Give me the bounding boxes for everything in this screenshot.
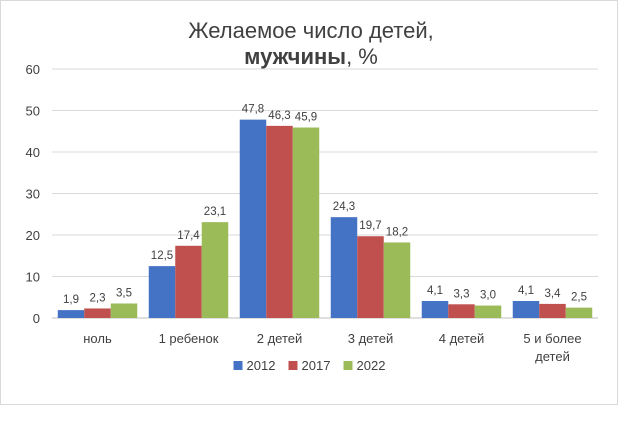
x-category-label: ноль [83, 331, 112, 346]
chart-title-line1: Желаемое число детей, [188, 18, 434, 43]
bar [565, 307, 593, 318]
data-label: 24,3 [333, 201, 355, 213]
data-label: 4,1 [518, 285, 534, 297]
bar [474, 305, 502, 318]
bar [84, 308, 111, 318]
data-labels: 1,9 2,3 3,5 12,5 17,4 23,1 47,8 46,3 45,9 24,3 19,… [63, 104, 587, 306]
y-tick-label: 20 [26, 228, 40, 243]
data-label: 23,1 [204, 206, 226, 218]
y-tick-label: 40 [26, 145, 40, 160]
legend-swatch [233, 361, 243, 370]
data-label: 3,4 [545, 288, 562, 300]
data-label: 3,3 [454, 288, 470, 300]
legend: 2012 2017 2022 [233, 358, 386, 373]
gridlines [52, 68, 598, 319]
y-tick-label: 0 [33, 311, 40, 326]
bar [175, 245, 202, 318]
x-category-label: 3 детей [348, 331, 394, 346]
x-category-label: детей [535, 349, 570, 364]
legend-label: 2017 [302, 358, 331, 373]
bar [239, 119, 267, 318]
bar [330, 217, 358, 318]
bar [383, 242, 411, 318]
x-category-label: 1 ребенок [159, 331, 219, 346]
data-label: 12,5 [151, 250, 173, 262]
bars [57, 119, 593, 318]
y-axis-ticks: 0 10 20 30 40 50 60 [26, 62, 40, 326]
data-label: 2,3 [90, 292, 106, 304]
bar [292, 127, 320, 318]
bar [201, 222, 229, 318]
y-tick-label: 50 [26, 104, 40, 119]
x-category-label: 2 детей [257, 331, 303, 346]
legend-label: 2012 [247, 358, 276, 373]
data-label: 1,9 [63, 294, 79, 306]
bar [512, 300, 540, 318]
data-label: 3,0 [480, 290, 496, 302]
data-label: 46,3 [268, 110, 290, 122]
data-label: 2,5 [571, 292, 587, 304]
x-category-label: 4 детей [439, 331, 485, 346]
legend-swatch [288, 361, 298, 370]
chart-title-rest: , % [346, 44, 378, 69]
data-label: 3,5 [116, 287, 132, 299]
bar [539, 303, 566, 318]
bar [110, 303, 138, 318]
bar [421, 300, 449, 318]
x-category-label: 5 и более [523, 331, 581, 346]
y-tick-label: 10 [26, 270, 40, 285]
x-axis-categories: ноль 1 ребенок 2 детей 3 детей 4 детей 5 и бо… [83, 331, 581, 364]
data-label: 45,9 [295, 112, 317, 124]
data-label: 17,4 [177, 230, 200, 242]
data-label: 18,2 [386, 226, 408, 238]
y-tick-label: 30 [26, 187, 40, 202]
chart-title-bold: мужчины [244, 44, 346, 69]
y-tick-label: 60 [26, 62, 40, 77]
bar [448, 304, 475, 318]
bar [266, 125, 293, 318]
bar [148, 266, 176, 318]
data-label: 4,1 [427, 285, 443, 297]
legend-swatch [343, 361, 353, 370]
data-label: 47,8 [242, 104, 264, 116]
bar [357, 236, 384, 318]
legend-label: 2022 [357, 358, 386, 373]
bar [57, 310, 85, 318]
data-label: 19,7 [359, 220, 381, 232]
chart-title-line2: мужчины, % [244, 44, 378, 69]
